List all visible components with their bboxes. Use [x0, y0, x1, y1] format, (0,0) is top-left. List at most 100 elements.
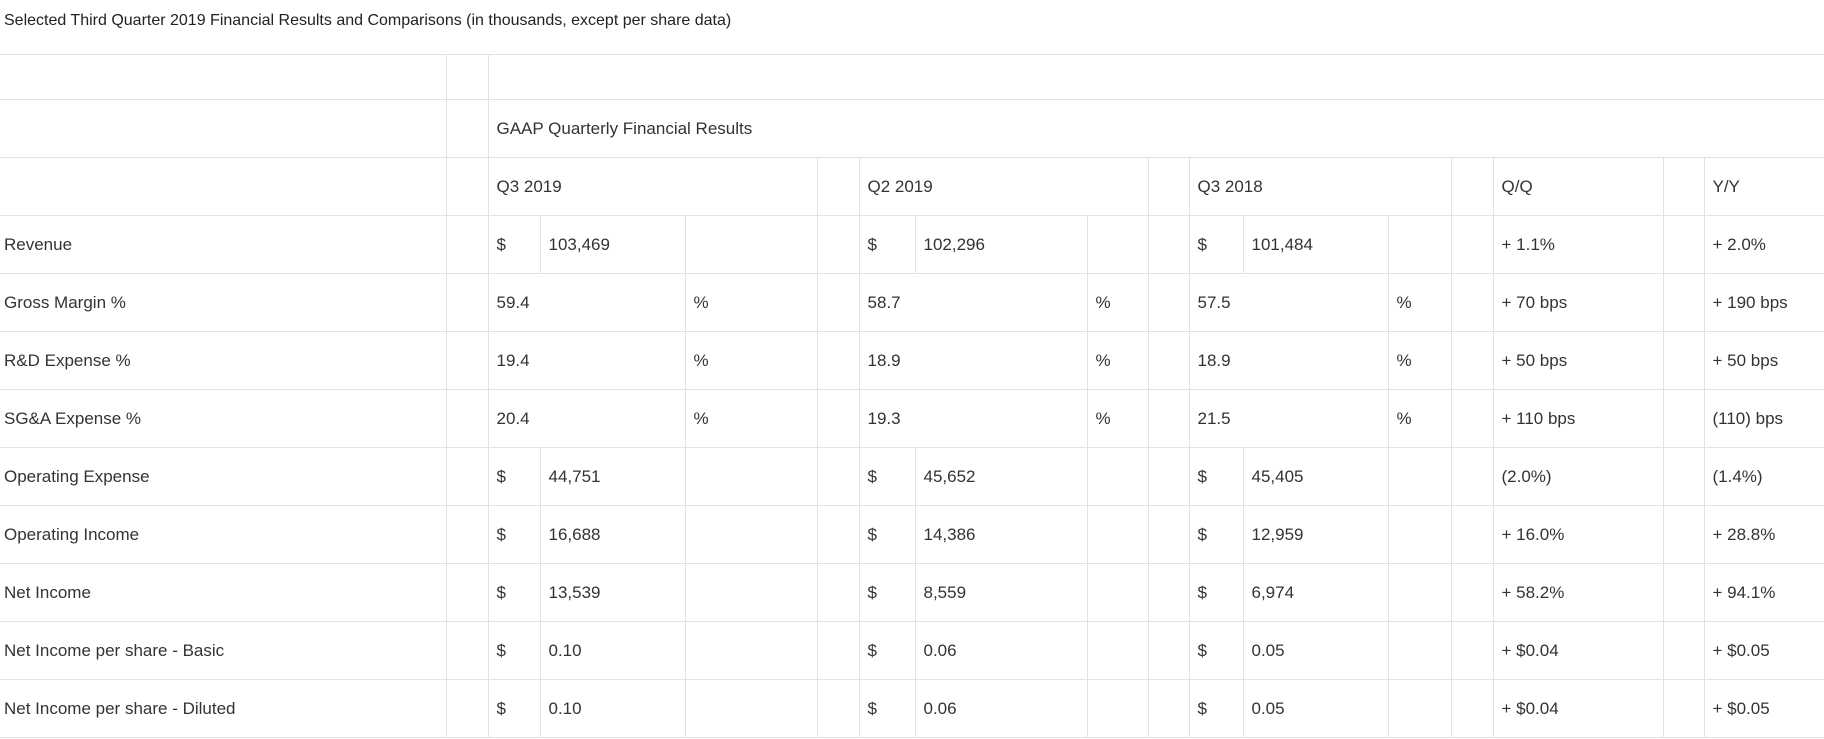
- empty-cell: [1450, 447, 1493, 506]
- empty-cell: [816, 389, 859, 448]
- unit-suffix: [684, 621, 817, 680]
- unit-suffix: [684, 563, 817, 622]
- table-row: Revenue $103,469 $102,296 $101,484 + 1.1% + 2…: [0, 215, 1824, 274]
- row-label: Net Income per share - Basic: [0, 621, 446, 680]
- table-row: Net Income per share - Diluted $0.10 $0.06…: [0, 679, 1824, 738]
- empty-cell: [445, 54, 488, 100]
- unit-suffix: [1387, 505, 1451, 564]
- empty-cell: [1147, 331, 1189, 390]
- empty-cell: [0, 54, 446, 100]
- change-yy: + $0.05: [1703, 621, 1824, 680]
- unit-suffix: %: [684, 331, 817, 390]
- table-row: SG&A Expense % 20.4% 19.3% 21.5% + 110 bps (1…: [0, 389, 1824, 448]
- value-q3-2019: 20.4: [487, 389, 685, 448]
- value-q2-2019: 19.3: [858, 389, 1087, 448]
- empty-cell: [1147, 273, 1189, 332]
- group-header-row: GAAP Quarterly Financial Results: [0, 99, 1824, 158]
- unit-suffix: [684, 505, 817, 564]
- empty-cell: [1147, 563, 1189, 622]
- empty-cell: [1450, 621, 1493, 680]
- change-yy: + 94.1%: [1703, 563, 1824, 622]
- empty-cell: [1450, 389, 1493, 448]
- change-qq: + $0.04: [1492, 679, 1663, 738]
- empty-cell: [1662, 621, 1704, 680]
- empty-cell: [1147, 157, 1189, 216]
- empty-cell: [0, 157, 446, 216]
- empty-cell: [445, 157, 488, 216]
- value-q3-2019: 13,539: [539, 563, 685, 622]
- empty-cell: [1450, 157, 1493, 216]
- empty-cell: [816, 505, 859, 564]
- empty-cell: [816, 273, 859, 332]
- unit-suffix: [1387, 563, 1451, 622]
- empty-cell: [1147, 505, 1189, 564]
- empty-cell: [1147, 621, 1189, 680]
- value-q3-2018: 6,974: [1242, 563, 1388, 622]
- empty-cell: [1450, 563, 1493, 622]
- empty-cell: [1147, 679, 1189, 738]
- currency-symbol: $: [487, 621, 540, 680]
- table-row: R&D Expense % 19.4% 18.9% 18.9% + 50 bps + 50…: [0, 331, 1824, 390]
- currency-symbol: $: [858, 447, 915, 506]
- value-q3-2019: 0.10: [539, 679, 685, 738]
- column-header-yy: Y/Y: [1703, 157, 1824, 216]
- currency-symbol: $: [1188, 215, 1243, 274]
- currency-symbol: $: [487, 505, 540, 564]
- currency-symbol: $: [487, 563, 540, 622]
- unit-suffix: %: [684, 389, 817, 448]
- empty-cell: [1662, 505, 1704, 564]
- change-yy: (1.4%): [1703, 447, 1824, 506]
- empty-cell: [816, 563, 859, 622]
- value-q3-2019: 19.4: [487, 331, 685, 390]
- unit-suffix: %: [684, 273, 817, 332]
- table-row: Net Income per share - Basic $0.10 $0.06 $0…: [0, 621, 1824, 680]
- value-q3-2018: 18.9: [1188, 331, 1388, 390]
- column-header-q3-2018: Q3 2018: [1188, 157, 1451, 216]
- value-q2-2019: 58.7: [858, 273, 1087, 332]
- unit-suffix: %: [1387, 331, 1451, 390]
- empty-cell: [445, 621, 488, 680]
- unit-suffix: %: [1086, 331, 1148, 390]
- unit-suffix: [1387, 447, 1451, 506]
- empty-cell: [1662, 215, 1704, 274]
- empty-cell: [445, 331, 488, 390]
- empty-cell: [816, 157, 859, 216]
- empty-cell: [816, 447, 859, 506]
- empty-cell: [445, 447, 488, 506]
- currency-symbol: $: [858, 679, 915, 738]
- change-yy: + 28.8%: [1703, 505, 1824, 564]
- unit-suffix: [1086, 563, 1148, 622]
- empty-cell: [1662, 157, 1704, 216]
- unit-suffix: %: [1387, 273, 1451, 332]
- unit-suffix: [1086, 215, 1148, 274]
- value-q2-2019: 8,559: [914, 563, 1087, 622]
- currency-symbol: $: [487, 215, 540, 274]
- currency-symbol: $: [858, 505, 915, 564]
- value-q3-2018: 21.5: [1188, 389, 1388, 448]
- column-header-qq: Q/Q: [1492, 157, 1663, 216]
- empty-cell: [445, 505, 488, 564]
- value-q3-2019: 44,751: [539, 447, 685, 506]
- empty-cell: [1450, 505, 1493, 564]
- value-q3-2018: 45,405: [1242, 447, 1388, 506]
- value-q3-2018: 12,959: [1242, 505, 1388, 564]
- unit-suffix: [1086, 621, 1148, 680]
- empty-cell: [1662, 563, 1704, 622]
- unit-suffix: [1086, 679, 1148, 738]
- unit-suffix: [1086, 505, 1148, 564]
- row-label: Net Income: [0, 563, 446, 622]
- value-q3-2019: 16,688: [539, 505, 685, 564]
- value-q3-2018: 0.05: [1242, 621, 1388, 680]
- empty-cell: [816, 215, 859, 274]
- change-yy: + 2.0%: [1703, 215, 1824, 274]
- empty-cell: [1450, 331, 1493, 390]
- empty-cell: [1662, 273, 1704, 332]
- value-q3-2018: 101,484: [1242, 215, 1388, 274]
- value-q2-2019: 102,296: [914, 215, 1087, 274]
- row-label: Operating Income: [0, 505, 446, 564]
- empty-cell: [1450, 679, 1493, 738]
- value-q3-2018: 57.5: [1188, 273, 1388, 332]
- change-qq: + 58.2%: [1492, 563, 1663, 622]
- column-header-q2-2019: Q2 2019: [858, 157, 1148, 216]
- column-header-row: Q3 2019 Q2 2019 Q3 2018 Q/Q Y/Y: [0, 157, 1824, 216]
